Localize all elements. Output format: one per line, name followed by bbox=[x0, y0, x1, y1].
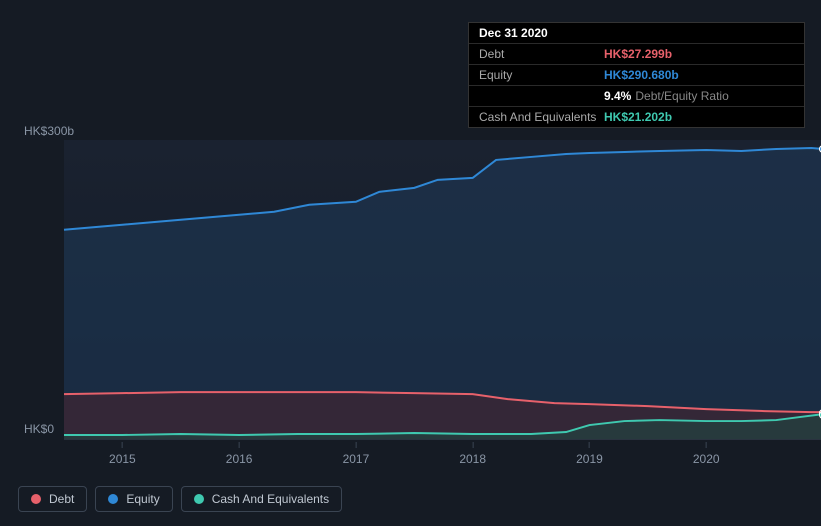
tooltip-sublabel: Debt/Equity Ratio bbox=[635, 89, 728, 103]
y-tick-bottom: HK$0 bbox=[24, 422, 54, 436]
legend-label: Cash And Equivalents bbox=[212, 492, 329, 506]
tooltip-row: EquityHK$290.680b bbox=[469, 65, 804, 86]
x-tick: 2016 bbox=[226, 442, 253, 466]
x-tick: 2019 bbox=[576, 442, 603, 466]
legend-item-debt[interactable]: Debt bbox=[18, 486, 87, 512]
x-tick-mark bbox=[239, 442, 240, 448]
legend-swatch bbox=[31, 494, 41, 504]
x-tick-label: 2016 bbox=[226, 452, 253, 466]
x-tick-label: 2019 bbox=[576, 452, 603, 466]
tooltip-row: Cash And EquivalentsHK$21.202b bbox=[469, 107, 804, 127]
x-tick: 2017 bbox=[343, 442, 370, 466]
plot-area[interactable] bbox=[64, 140, 821, 440]
x-axis: 201520162017201820192020 bbox=[64, 442, 805, 462]
x-tick-mark bbox=[589, 442, 590, 448]
tooltip-label: Cash And Equivalents bbox=[479, 110, 604, 124]
x-tick-label: 2018 bbox=[459, 452, 486, 466]
x-tick-mark bbox=[706, 442, 707, 448]
tooltip-value: HK$290.680b bbox=[604, 68, 679, 82]
legend-label: Debt bbox=[49, 492, 74, 506]
tooltip-row: 9.4%Debt/Equity Ratio bbox=[469, 86, 804, 107]
x-tick: 2020 bbox=[693, 442, 720, 466]
hover-tooltip: Dec 31 2020 DebtHK$27.299bEquityHK$290.6… bbox=[468, 22, 805, 128]
legend: Debt Equity Cash And Equivalents bbox=[18, 486, 342, 512]
tooltip-value: HK$27.299b bbox=[604, 47, 672, 61]
legend-label: Equity bbox=[126, 492, 159, 506]
tooltip-row: DebtHK$27.299b bbox=[469, 44, 804, 65]
tooltip-title: Dec 31 2020 bbox=[469, 23, 804, 44]
x-tick: 2015 bbox=[109, 442, 136, 466]
legend-swatch bbox=[108, 494, 118, 504]
x-tick-mark bbox=[355, 442, 356, 448]
x-tick: 2018 bbox=[459, 442, 486, 466]
tooltip-value: HK$21.202b bbox=[604, 110, 672, 124]
chart-svg bbox=[64, 140, 821, 439]
legend-swatch bbox=[194, 494, 204, 504]
legend-item-equity[interactable]: Equity bbox=[95, 486, 172, 512]
x-tick-mark bbox=[472, 442, 473, 448]
tooltip-label: Equity bbox=[479, 68, 604, 82]
x-tick-label: 2015 bbox=[109, 452, 136, 466]
legend-item-cash-and-equivalents[interactable]: Cash And Equivalents bbox=[181, 486, 342, 512]
y-tick-top: HK$300b bbox=[24, 124, 74, 138]
x-tick-mark bbox=[122, 442, 123, 448]
x-tick-label: 2017 bbox=[343, 452, 370, 466]
tooltip-value: 9.4%Debt/Equity Ratio bbox=[604, 89, 729, 103]
tooltip-label bbox=[479, 89, 604, 103]
x-tick-label: 2020 bbox=[693, 452, 720, 466]
tooltip-label: Debt bbox=[479, 47, 604, 61]
